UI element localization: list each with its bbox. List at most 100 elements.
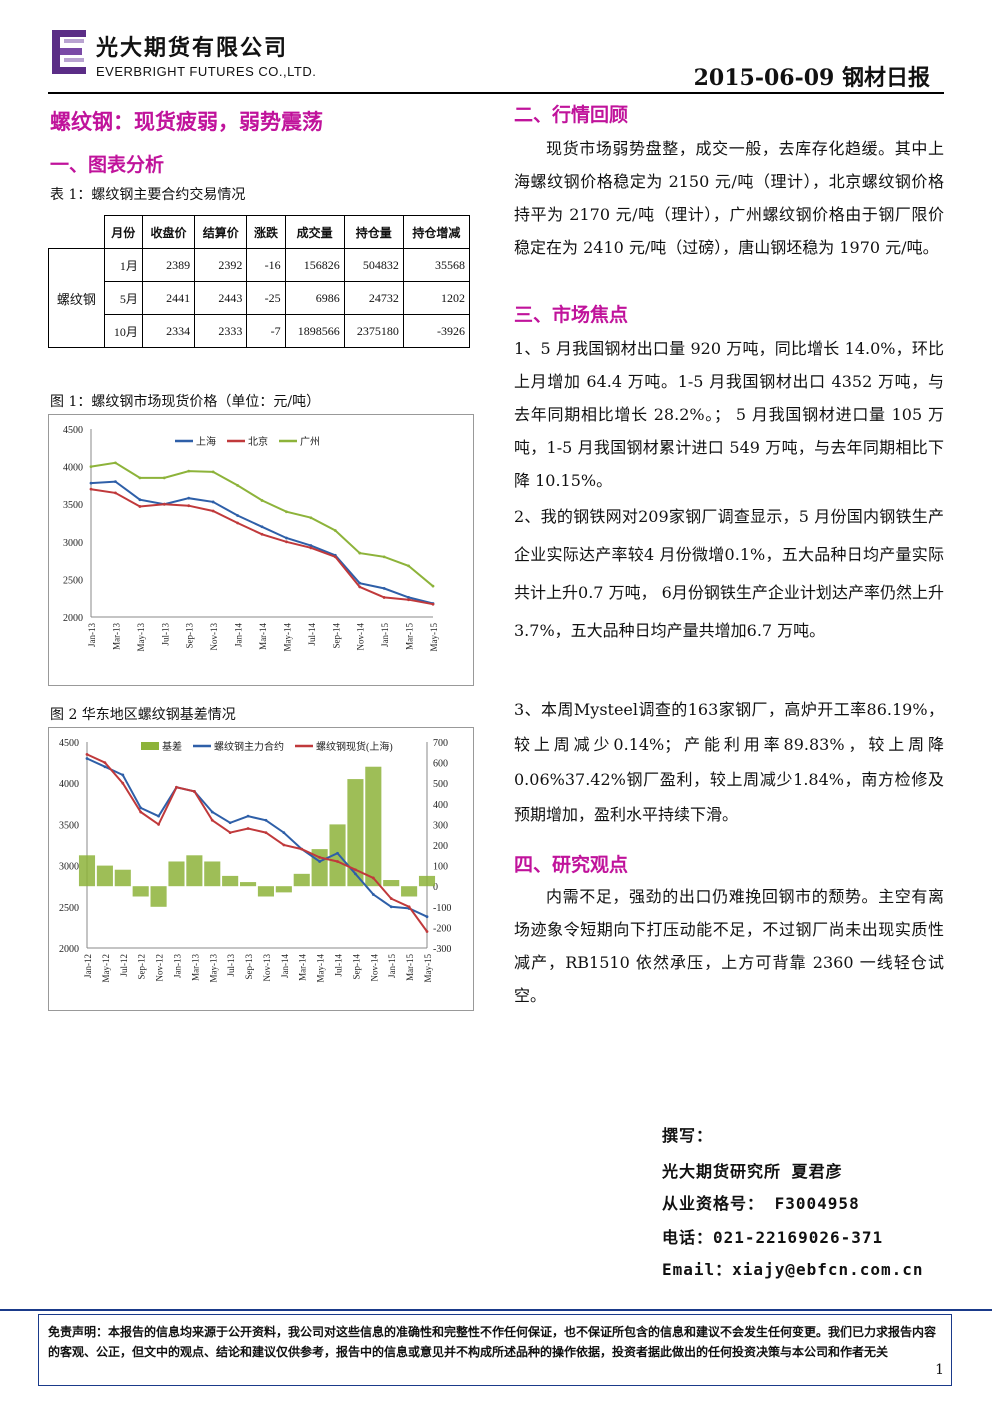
x-tick-label: Mar-13 [111, 623, 121, 650]
x-tick-label: May-12 [101, 954, 111, 983]
x-tick-label: Jan-14 [234, 623, 244, 647]
basis-bar [293, 873, 310, 887]
author-email[interactable]: Email：xiajy@ebfcn.com.cn [662, 1260, 924, 1279]
data-point [162, 502, 166, 506]
data-point [210, 818, 214, 822]
x-tick-label: Jan-13 [87, 623, 97, 647]
table-cell: -25 [246, 281, 286, 315]
x-tick-label: Nov-12 [155, 954, 165, 982]
data-point [103, 761, 107, 764]
legend-label: 螺纹钢现货(上海) [316, 740, 393, 753]
data-point [333, 555, 337, 559]
table-cell: 156826 [284, 248, 345, 282]
data-point [264, 818, 268, 822]
data-point [162, 476, 166, 480]
figure1-caption: 图 1：螺纹钢市场现货价格（单位：元/吨） [50, 394, 321, 410]
data-point [236, 484, 239, 487]
table-header-row: 月份 收盘价 结算价 涨跌 成交量 持仓量 持仓增减 [48, 215, 471, 249]
footer-divider [0, 1309, 992, 1311]
legend-label: 螺纹钢主力合约 [214, 740, 284, 753]
basis-bar [257, 886, 274, 897]
table-cell: 1月 [103, 248, 143, 282]
focus-paragraph-2: 2、我的钢铁网对209家钢厂调查显示，5 月份国内钢铁生产企业实际达产率较4 月… [514, 507, 944, 640]
table-cell: 10月 [103, 314, 143, 348]
section2-heading: 二、行情回顾 [514, 104, 629, 126]
x-tick-label: Nov-13 [262, 954, 272, 982]
report-title: 2015-06-09 钢材日报 [693, 65, 930, 91]
x-tick-label: Sep-13 [185, 623, 195, 649]
col-header-open-interest: 持仓量 [343, 215, 404, 249]
table-cell: 2333 [194, 314, 248, 348]
col-header-month: 月份 [103, 215, 143, 249]
table-cell: 2375180 [343, 314, 404, 348]
basis-bar [204, 861, 221, 887]
data-point [187, 504, 191, 508]
y-tick-label: 3500 [59, 820, 79, 831]
figure2-caption: 图 2 华东地区螺纹钢基差情况 [50, 707, 236, 723]
data-point [336, 860, 339, 863]
series-line [86, 753, 428, 933]
data-point [309, 546, 313, 550]
data-point [157, 823, 160, 826]
data-point [333, 529, 337, 532]
data-point [431, 602, 435, 606]
data-point [407, 564, 410, 568]
x-tick-label: May-13 [136, 623, 146, 652]
data-point [407, 598, 410, 602]
basis-bar [275, 886, 292, 893]
y2-tick-label: 400 [433, 800, 448, 811]
data-point [139, 806, 143, 810]
data-point [192, 790, 196, 793]
focus-paragraph-1: 1、5 月我国钢材出口量 920 万吨，同比增长 14.0%，环比上月增加 64… [514, 339, 944, 490]
y2-tick-label: -200 [433, 923, 451, 934]
y2-tick-label: 200 [433, 841, 448, 852]
series-line [90, 461, 434, 587]
table-cell: -16 [246, 248, 286, 282]
y2-tick-label: 600 [433, 759, 448, 770]
y2-tick-label: 0 [433, 882, 438, 893]
basis-bar [186, 855, 203, 887]
x-tick-label: Jan-15 [380, 623, 390, 647]
data-point [89, 487, 93, 491]
y-tick-label: 4000 [59, 779, 79, 790]
data-point [211, 500, 215, 504]
x-tick-label: Sep-12 [137, 954, 147, 980]
company-name-en: EVERBRIGHT FUTURES CO.,LTD. [96, 64, 317, 79]
table-cell: 24732 [343, 281, 404, 315]
research-view-text: 内需不足，强劲的出口仍难挽回钢市的颓势。主空有离场迹象令短期向下打压动能不足，不… [514, 887, 944, 1005]
data-point [382, 587, 386, 590]
data-point [246, 814, 250, 818]
table-cell: 35568 [402, 248, 471, 282]
basis-bar [78, 855, 96, 887]
data-point [260, 499, 264, 502]
x-tick-label: Nov-14 [356, 623, 366, 651]
data-point [138, 476, 142, 480]
basis-bar [132, 886, 149, 897]
x-tick-label: Jul-12 [119, 954, 129, 977]
y-tick-label: 4000 [63, 463, 83, 474]
data-point [187, 496, 191, 500]
data-point [282, 843, 286, 847]
col-header-change: 涨跌 [246, 215, 286, 249]
legend-swatch [141, 742, 159, 750]
col-header-oi-change: 持仓增减 [402, 215, 471, 249]
product-cell: 螺纹钢 [48, 248, 105, 348]
data-point [407, 905, 411, 909]
data-point [358, 585, 362, 589]
main-headline: 螺纹钢：现货疲弱，弱势震荡 [50, 109, 323, 134]
basis-chart: 4500 4000 3500 3000 2500 2000 700 600 500 400 300 2… [48, 727, 474, 1011]
author-certificate: 从业资格号： F3004958 [662, 1194, 860, 1213]
data-point [382, 555, 386, 559]
x-tick-label: May-15 [429, 623, 439, 652]
data-point [407, 596, 410, 599]
data-point [236, 521, 239, 525]
data-point [318, 855, 322, 859]
data-point [211, 470, 215, 474]
basis-bar [96, 865, 113, 887]
x-tick-label: Jul-13 [160, 623, 170, 646]
data-point [89, 481, 93, 485]
data-point [282, 831, 286, 835]
x-tick-label: Mar-14 [298, 954, 308, 981]
x-tick-label: Sep-14 [351, 954, 361, 980]
data-point [236, 514, 239, 517]
